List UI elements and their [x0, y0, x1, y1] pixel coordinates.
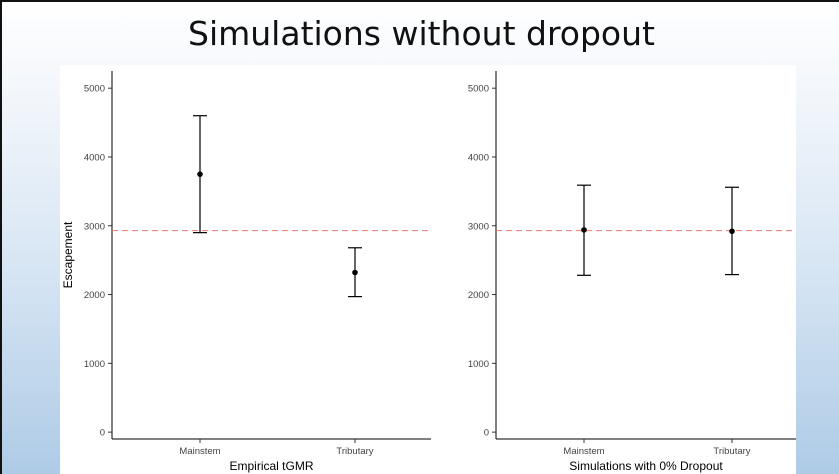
data-point	[581, 227, 587, 233]
chart-panel-empirical: 0 1000 2000 3000 4000 5000 Mainstem Tributary Em…	[61, 71, 431, 473]
y-tick-label: 1000	[84, 359, 105, 370]
x-tick-label: Tributary	[336, 446, 373, 457]
x-axis-title: Empirical tGMR	[229, 459, 313, 473]
y-tick-label: 2000	[84, 290, 105, 301]
charts-svg: 0 1000 2000 3000 4000 5000 Mainstem Tributary Em…	[61, 71, 796, 473]
data-point	[197, 171, 203, 177]
slide-title: Simulations without dropout	[188, 14, 655, 53]
y-axis-title: Escapement	[61, 221, 75, 288]
x-tick-label: Mainstem	[179, 446, 220, 457]
data-point	[352, 269, 358, 276]
y-tick-label: 1000	[468, 359, 489, 370]
x-tick-label: Tributary	[713, 446, 750, 457]
y-tick-label: 0	[100, 428, 105, 439]
plot-area: 0 1000 2000 3000 4000 5000 Mainstem Tributary Em…	[60, 65, 796, 474]
x-axis-title: Simulations with 0% Dropout	[569, 459, 723, 473]
y-tick-label: 5000	[84, 84, 105, 95]
y-tick-label: 0	[484, 428, 489, 439]
y-tick-label: 5000	[468, 84, 489, 95]
chart-panel-simulations: 0 1000 2000 3000 4000 5000 Mainstem Tributary Si…	[468, 71, 796, 473]
y-tick-label: 3000	[468, 221, 489, 232]
y-tick-label: 3000	[84, 221, 105, 232]
y-tick-label: 4000	[84, 152, 105, 163]
y-tick-label: 2000	[468, 290, 489, 301]
x-tick-label: Mainstem	[563, 446, 604, 457]
data-point	[729, 228, 735, 235]
y-tick-label: 4000	[468, 152, 489, 163]
